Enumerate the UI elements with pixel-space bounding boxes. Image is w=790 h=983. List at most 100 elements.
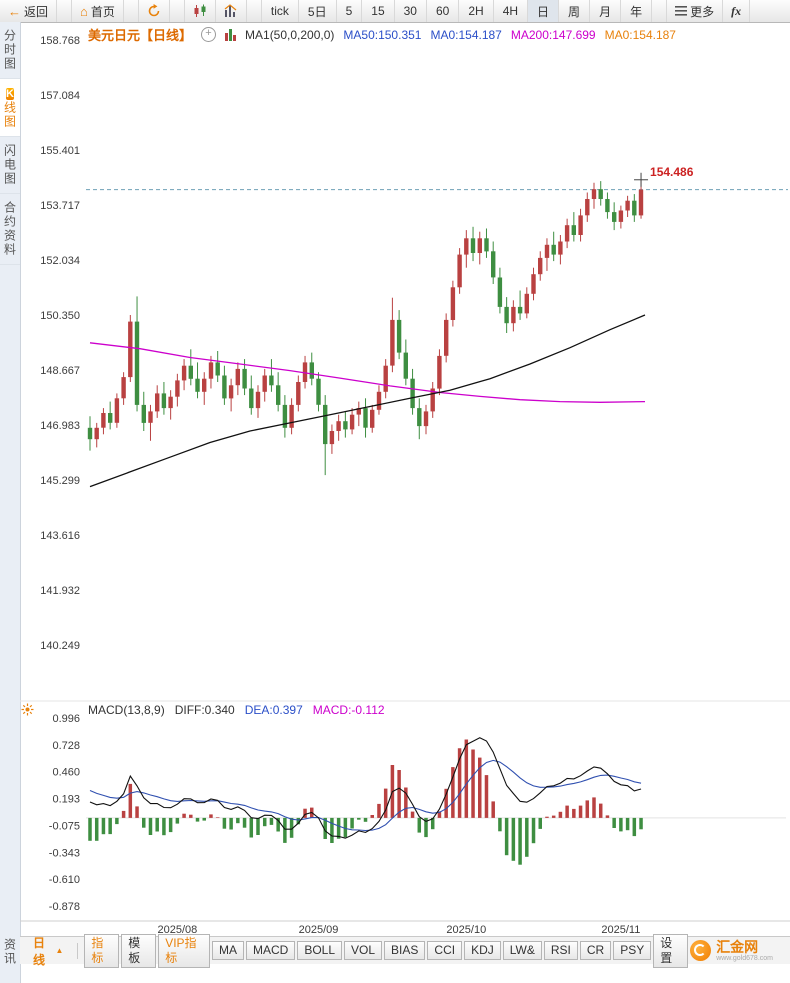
sidebar-item-contract-info[interactable]: 合约资料 — [0, 194, 20, 265]
timeframe-tick[interactable]: tick — [262, 0, 299, 22]
sidebar-item-label: 线图 — [2, 101, 17, 129]
tab-settings[interactable]: 设置 — [653, 933, 689, 968]
sidebar-item-label: 资讯 — [2, 938, 17, 966]
timeframe-60m[interactable]: 60 — [427, 0, 460, 22]
more-button[interactable]: 更多 — [667, 0, 724, 22]
sidebar-item-time-chart[interactable]: 分时图 — [0, 22, 20, 79]
ma0-value-blue: MA0:154.187 — [430, 27, 502, 42]
formula-button[interactable]: fx — [723, 0, 751, 22]
svg-text:158.768: 158.768 — [40, 35, 80, 47]
tab-rsi[interactable]: RSI — [543, 941, 578, 960]
svg-text:143.616: 143.616 — [40, 530, 80, 542]
svg-text:145.299: 145.299 — [40, 475, 80, 487]
tab-cci[interactable]: CCI — [427, 941, 463, 960]
sidebar-item-lightning-chart[interactable]: 闪电图 — [0, 137, 20, 194]
tab-boll[interactable]: BOLL — [297, 941, 343, 960]
timeframe-15m[interactable]: 15 — [362, 0, 395, 22]
refresh-icon — [148, 4, 160, 17]
svg-text:154.486: 154.486 — [650, 165, 694, 179]
timeframe-day[interactable]: 日 — [528, 0, 560, 22]
bottom-toolbar: 日线 ▲ 指标 模板 VIP指标 MA MACD BOLL VOL BIAS C… — [20, 933, 790, 968]
bar-style-button[interactable] — [216, 0, 247, 22]
svg-text:141.932: 141.932 — [40, 585, 80, 597]
svg-text:152.034: 152.034 — [40, 255, 80, 267]
ma0-value-orange: MA0:154.187 — [604, 27, 676, 42]
timeframe-30m[interactable]: 30 — [395, 0, 427, 22]
macd-param-label: MACD(13,8,9) — [88, 703, 165, 717]
svg-text:-0.343: -0.343 — [49, 847, 80, 859]
svg-text:153.717: 153.717 — [40, 200, 80, 212]
toolbar-spacer — [247, 0, 262, 22]
ma200-value: MA200:147.699 — [510, 27, 596, 42]
k-badge-icon: K — [6, 88, 14, 100]
home-label: 首页 — [90, 4, 115, 19]
ma-param-label: MA1(50,0,200,0) — [245, 27, 335, 42]
symbol-title: 美元日元【日线】 — [88, 28, 193, 43]
left-sidebar: 分时图 K 线图 闪电图 合约资料 资讯 — [0, 22, 21, 983]
svg-text:157.084: 157.084 — [40, 90, 80, 102]
tab-vip-indicators[interactable]: VIP指标 — [158, 933, 210, 968]
tab-bias[interactable]: BIAS — [384, 941, 426, 960]
back-button[interactable]: ← 返回 — [0, 0, 58, 22]
candle-style-button[interactable] — [185, 0, 216, 22]
toolbar-spacer — [124, 0, 139, 22]
svg-text:148.667: 148.667 — [40, 365, 80, 377]
price-chart-canvas[interactable]: 158.768 157.084 155.401 153.717 152.034 150.3… — [20, 22, 790, 936]
logo-text: 汇金网 — [716, 938, 759, 955]
sidebar-item-label: 合约资料 — [2, 201, 17, 257]
svg-text:0.996: 0.996 — [52, 713, 80, 725]
sidebar-item-kline-chart[interactable]: K 线图 — [0, 79, 20, 137]
tab-psy[interactable]: PSY — [613, 941, 652, 960]
top-toolbar: ← 返回 ⌂ 首页 — [0, 0, 790, 23]
macd-diff-value: DIFF:0.340 — [174, 703, 235, 717]
tab-macd[interactable]: MACD — [246, 941, 296, 960]
svg-text:-0.878: -0.878 — [49, 901, 80, 913]
menu-icon — [675, 6, 688, 16]
svg-text:2025/09: 2025/09 — [299, 924, 339, 936]
ma50-value: MA50:150.351 — [343, 27, 422, 42]
sidebar-item-label: 闪电图 — [2, 144, 17, 186]
timeframe-year[interactable]: 年 — [621, 0, 653, 22]
tab-templates[interactable]: 模板 — [121, 933, 157, 968]
svg-text:0.460: 0.460 — [52, 767, 80, 779]
macd-hist-value: MACD:-0.112 — [312, 703, 385, 717]
tab-cr[interactable]: CR — [579, 941, 612, 960]
timeframe-5m[interactable]: 5 — [337, 0, 363, 22]
tab-ma[interactable]: MA — [212, 941, 244, 960]
divider — [77, 942, 79, 959]
toolbar-spacer — [57, 0, 73, 22]
timeframe-month[interactable]: 月 — [590, 0, 622, 22]
tab-vol[interactable]: VOL — [344, 941, 383, 960]
period-selector[interactable]: 日线 ▲ — [25, 934, 71, 968]
mini-bar-red — [225, 32, 229, 41]
tab-kdj[interactable]: KDJ — [464, 941, 501, 960]
chart-legend: 美元日元【日线】 + MA1(50,0,200,0) MA50:150.351 … — [88, 25, 676, 44]
timeframe-week[interactable]: 周 — [559, 0, 591, 22]
sidebar-item-label: 分时图 — [2, 29, 17, 71]
sidebar-item-news[interactable]: 资讯 — [0, 931, 20, 973]
mini-bar-red — [233, 34, 237, 41]
back-icon: ← — [8, 3, 21, 19]
mini-bar-green — [229, 28, 233, 41]
site-logo[interactable]: 汇金网 www.gold678.com — [690, 940, 785, 962]
tab-lw[interactable]: LW& — [502, 941, 542, 960]
circle-plus-icon[interactable]: + — [201, 27, 217, 42]
macd-dea-value: DEA:0.397 — [244, 703, 303, 717]
bar-chart-icon — [224, 4, 237, 17]
indicator-settings-icon[interactable] — [21, 703, 34, 719]
timeframe-2h[interactable]: 2H — [459, 0, 494, 22]
home-button[interactable]: ⌂ 首页 — [72, 0, 124, 22]
svg-text:2025/08: 2025/08 — [157, 924, 197, 936]
svg-text:155.401: 155.401 — [40, 145, 80, 157]
refresh-button[interactable] — [139, 0, 170, 22]
period-label: 日线 — [33, 935, 46, 967]
svg-text:2025/11: 2025/11 — [601, 924, 640, 936]
logo-coin-icon — [690, 940, 712, 961]
toolbar-spacer — [170, 0, 185, 22]
timeframe-5d[interactable]: 5日 — [299, 0, 337, 22]
timeframe-4h[interactable]: 4H — [494, 0, 529, 22]
svg-text:150.350: 150.350 — [40, 310, 80, 322]
mini-chart-icon[interactable] — [225, 28, 237, 41]
tab-indicators[interactable]: 指标 — [84, 933, 120, 968]
